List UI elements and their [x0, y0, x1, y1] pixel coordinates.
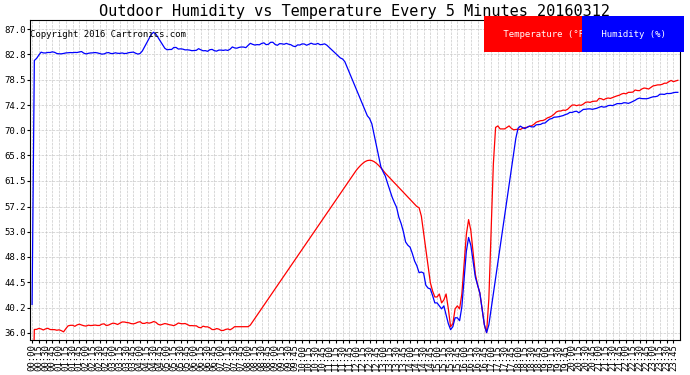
Text: Copyright 2016 Cartronics.com: Copyright 2016 Cartronics.com — [30, 30, 186, 39]
Text: Temperature (°F): Temperature (°F) — [498, 30, 595, 39]
Title: Outdoor Humidity vs Temperature Every 5 Minutes 20160312: Outdoor Humidity vs Temperature Every 5 … — [99, 4, 611, 19]
Text: Humidity (%): Humidity (%) — [595, 30, 671, 39]
